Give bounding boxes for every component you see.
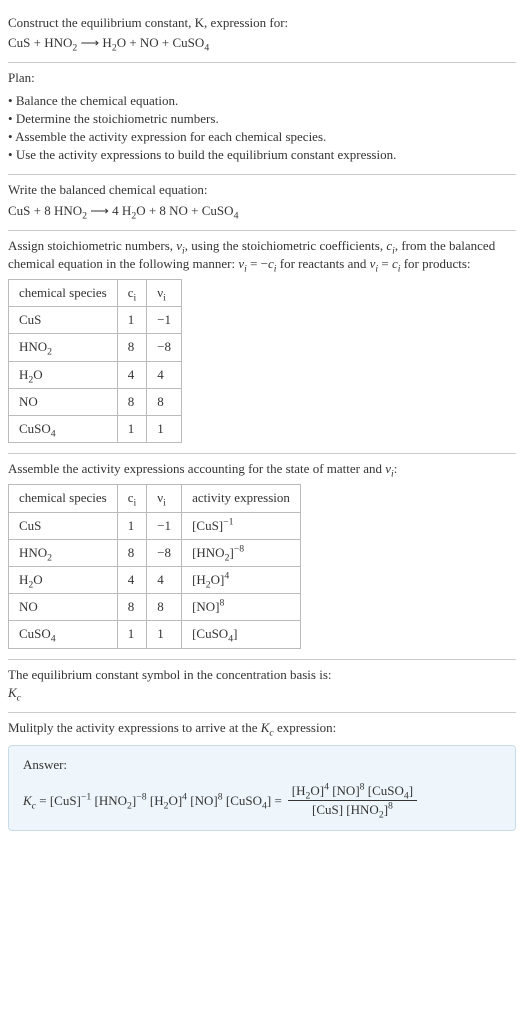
cell-vi: 1 <box>147 416 182 443</box>
table-row: HNO2 8 −8 <box>9 334 182 361</box>
balanced-prompt: Write the balanced chemical equation: <box>8 181 516 199</box>
col-header: chemical species <box>9 485 118 512</box>
cell-vi: 4 <box>147 566 182 593</box>
col-header: ci <box>117 280 147 307</box>
cell-ci: 8 <box>117 334 147 361</box>
cell-vi: 8 <box>147 594 182 621</box>
col-header: νi <box>147 485 182 512</box>
col-header: νi <box>147 280 182 307</box>
section-stoich: Assign stoichiometric numbers, νi, using… <box>8 231 516 455</box>
cell-species: HNO2 <box>9 539 118 566</box>
table-row: CuS 1 −1 <box>9 307 182 334</box>
cell-vi: −1 <box>147 512 182 539</box>
cell-species: CuSO4 <box>9 621 118 648</box>
kc-fraction: [H2O]4 [NO]8 [CuSO4] [CuS] [HNO2]8 <box>288 782 417 819</box>
cell-species: CuSO4 <box>9 416 118 443</box>
cell-vi: −1 <box>147 307 182 334</box>
cell-ci: 4 <box>117 361 147 388</box>
section-symbol: The equilibrium constant symbol in the c… <box>8 660 516 713</box>
activity-prompt: Assemble the activity expressions accoun… <box>8 460 516 478</box>
cell-ci: 8 <box>117 539 147 566</box>
answer-label: Answer: <box>23 756 501 774</box>
cell-ci: 4 <box>117 566 147 593</box>
cell-ci: 1 <box>117 621 147 648</box>
table-row: H2O 4 4 <box>9 361 182 388</box>
activity-table: chemical species ci νi activity expressi… <box>8 484 301 648</box>
header-equation: CuS + HNO2 ⟶ H2O + NO + CuSO4 <box>8 34 516 52</box>
col-header: ci <box>117 485 147 512</box>
plan-title: Plan: <box>8 69 516 87</box>
section-balanced: Write the balanced chemical equation: Cu… <box>8 175 516 230</box>
plan-item: Assemble the activity expression for eac… <box>8 128 516 146</box>
cell-activity: [CuS]−1 <box>182 512 301 539</box>
cell-vi: −8 <box>147 539 182 566</box>
frac-denominator: [CuS] [HNO2]8 <box>308 801 397 819</box>
stoich-table: chemical species ci νi CuS 1 −1 HNO2 8 −… <box>8 279 182 443</box>
cell-activity: [HNO2]−8 <box>182 539 301 566</box>
table-row: CuSO4 1 1 [CuSO4] <box>9 621 301 648</box>
cell-activity: [H2O]4 <box>182 566 301 593</box>
cell-ci: 8 <box>117 388 147 415</box>
cell-species: NO <box>9 388 118 415</box>
cell-ci: 8 <box>117 594 147 621</box>
header-prompt: Construct the equilibrium constant, K, e… <box>8 14 516 32</box>
symbol-kc: Kc <box>8 684 516 702</box>
cell-ci: 1 <box>117 512 147 539</box>
section-activity: Assemble the activity expressions accoun… <box>8 454 516 659</box>
section-plan: Plan: Balance the chemical equation. Det… <box>8 63 516 175</box>
answer-box: Answer: Kc = [CuS]−1 [HNO2]−8 [H2O]4 [NO… <box>8 745 516 831</box>
col-header: chemical species <box>9 280 118 307</box>
section-header: Construct the equilibrium constant, K, e… <box>8 8 516 63</box>
cell-vi: 4 <box>147 361 182 388</box>
col-header: activity expression <box>182 485 301 512</box>
symbol-prompt: The equilibrium constant symbol in the c… <box>8 666 516 684</box>
cell-vi: −8 <box>147 334 182 361</box>
stoich-prompt: Assign stoichiometric numbers, νi, using… <box>8 237 516 273</box>
cell-species: NO <box>9 594 118 621</box>
kc-expression: Kc = [CuS]−1 [HNO2]−8 [H2O]4 [NO]8 [CuSO… <box>23 782 501 819</box>
plan-item: Use the activity expressions to build th… <box>8 146 516 164</box>
plan-list: Balance the chemical equation. Determine… <box>8 92 516 165</box>
table-row: CuSO4 1 1 <box>9 416 182 443</box>
table-row: NO 8 8 <box>9 388 182 415</box>
table-header-row: chemical species ci νi activity expressi… <box>9 485 301 512</box>
cell-species: CuS <box>9 512 118 539</box>
section-final: Mulitply the activity expressions to arr… <box>8 713 516 841</box>
frac-numerator: [H2O]4 [NO]8 [CuSO4] <box>288 782 417 801</box>
cell-species: CuS <box>9 307 118 334</box>
plan-item: Balance the chemical equation. <box>8 92 516 110</box>
table-row: CuS 1 −1 [CuS]−1 <box>9 512 301 539</box>
table-row: H2O 4 4 [H2O]4 <box>9 566 301 593</box>
cell-species: H2O <box>9 361 118 388</box>
table-row: NO 8 8 [NO]8 <box>9 594 301 621</box>
cell-activity: [CuSO4] <box>182 621 301 648</box>
cell-ci: 1 <box>117 416 147 443</box>
balanced-equation: CuS + 8 HNO2 ⟶ 4 H2O + 8 NO + CuSO4 <box>8 202 516 220</box>
cell-species: HNO2 <box>9 334 118 361</box>
cell-ci: 1 <box>117 307 147 334</box>
table-row: HNO2 8 −8 [HNO2]−8 <box>9 539 301 566</box>
cell-vi: 1 <box>147 621 182 648</box>
cell-vi: 8 <box>147 388 182 415</box>
final-prompt: Mulitply the activity expressions to arr… <box>8 719 516 737</box>
cell-species: H2O <box>9 566 118 593</box>
kc-lhs: Kc = [CuS]−1 [HNO2]−8 [H2O]4 [NO]8 [CuSO… <box>23 792 282 810</box>
cell-activity: [NO]8 <box>182 594 301 621</box>
plan-item: Determine the stoichiometric numbers. <box>8 110 516 128</box>
table-header-row: chemical species ci νi <box>9 280 182 307</box>
